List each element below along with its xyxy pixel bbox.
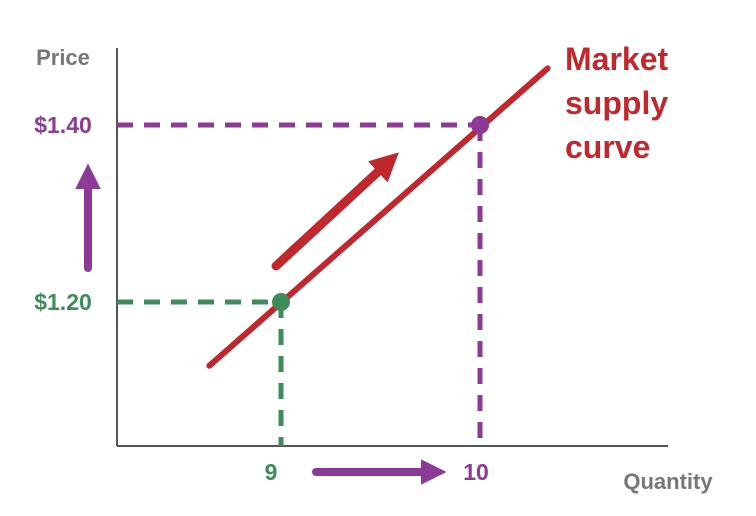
supply-curve-label-line-3: curve bbox=[565, 129, 650, 165]
x-axis-title: Quantity bbox=[623, 469, 713, 494]
movement-arrow-icon bbox=[271, 152, 399, 271]
data-point-low bbox=[272, 293, 290, 311]
data-point-high bbox=[471, 116, 489, 134]
supply-curve-label-line-1: Market bbox=[565, 41, 669, 77]
supply-curve-line bbox=[206, 65, 551, 369]
supply-curve-label: Market supply curve bbox=[565, 41, 677, 165]
y-tick-label-low: $1.20 bbox=[34, 289, 92, 315]
x-tick-label-low: 9 bbox=[265, 459, 278, 485]
supply-curve-label-line-2: supply bbox=[565, 85, 668, 121]
y-axis-title: Price bbox=[36, 45, 90, 70]
y-tick-label-high: $1.40 bbox=[34, 112, 92, 138]
x-tick-label-high: 10 bbox=[463, 459, 489, 485]
